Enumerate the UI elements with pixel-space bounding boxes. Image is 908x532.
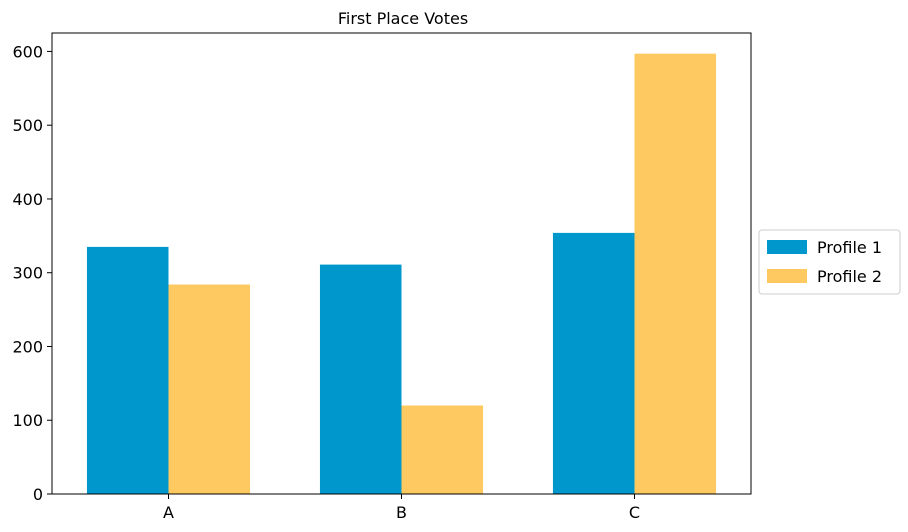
y-tick-label: 300 (12, 264, 43, 283)
legend: Profile 1 Profile 2 (758, 229, 901, 295)
x-tick-label: C (629, 503, 640, 522)
x-tick-label: A (163, 503, 174, 522)
y-tick-label: 0 (33, 485, 43, 504)
bar-B-series-1 (319, 264, 402, 494)
bars-group (86, 53, 717, 495)
plot-frame (51, 32, 752, 495)
bar-A-series-1 (86, 246, 169, 494)
x-axis: A B C (163, 494, 640, 522)
bar-A-series-2 (168, 284, 251, 494)
y-axis: 0 100 200 300 400 500 600 (12, 42, 52, 504)
y-tick-label: 100 (12, 411, 43, 430)
chart-title: First Place Votes (338, 9, 468, 28)
legend-swatch (767, 240, 807, 254)
legend-label: Profile 2 (817, 267, 882, 286)
bar-C-series-2 (634, 53, 717, 494)
y-tick-label: 200 (12, 337, 43, 356)
bar-B-series-2 (401, 405, 484, 494)
y-tick-label: 400 (12, 190, 43, 209)
legend-swatch (767, 269, 807, 283)
legend-label: Profile 1 (817, 238, 882, 257)
y-tick-label: 600 (12, 42, 43, 61)
x-tick-label: B (396, 503, 407, 522)
bar-C-series-1 (552, 232, 635, 495)
y-tick-label: 500 (12, 116, 43, 135)
